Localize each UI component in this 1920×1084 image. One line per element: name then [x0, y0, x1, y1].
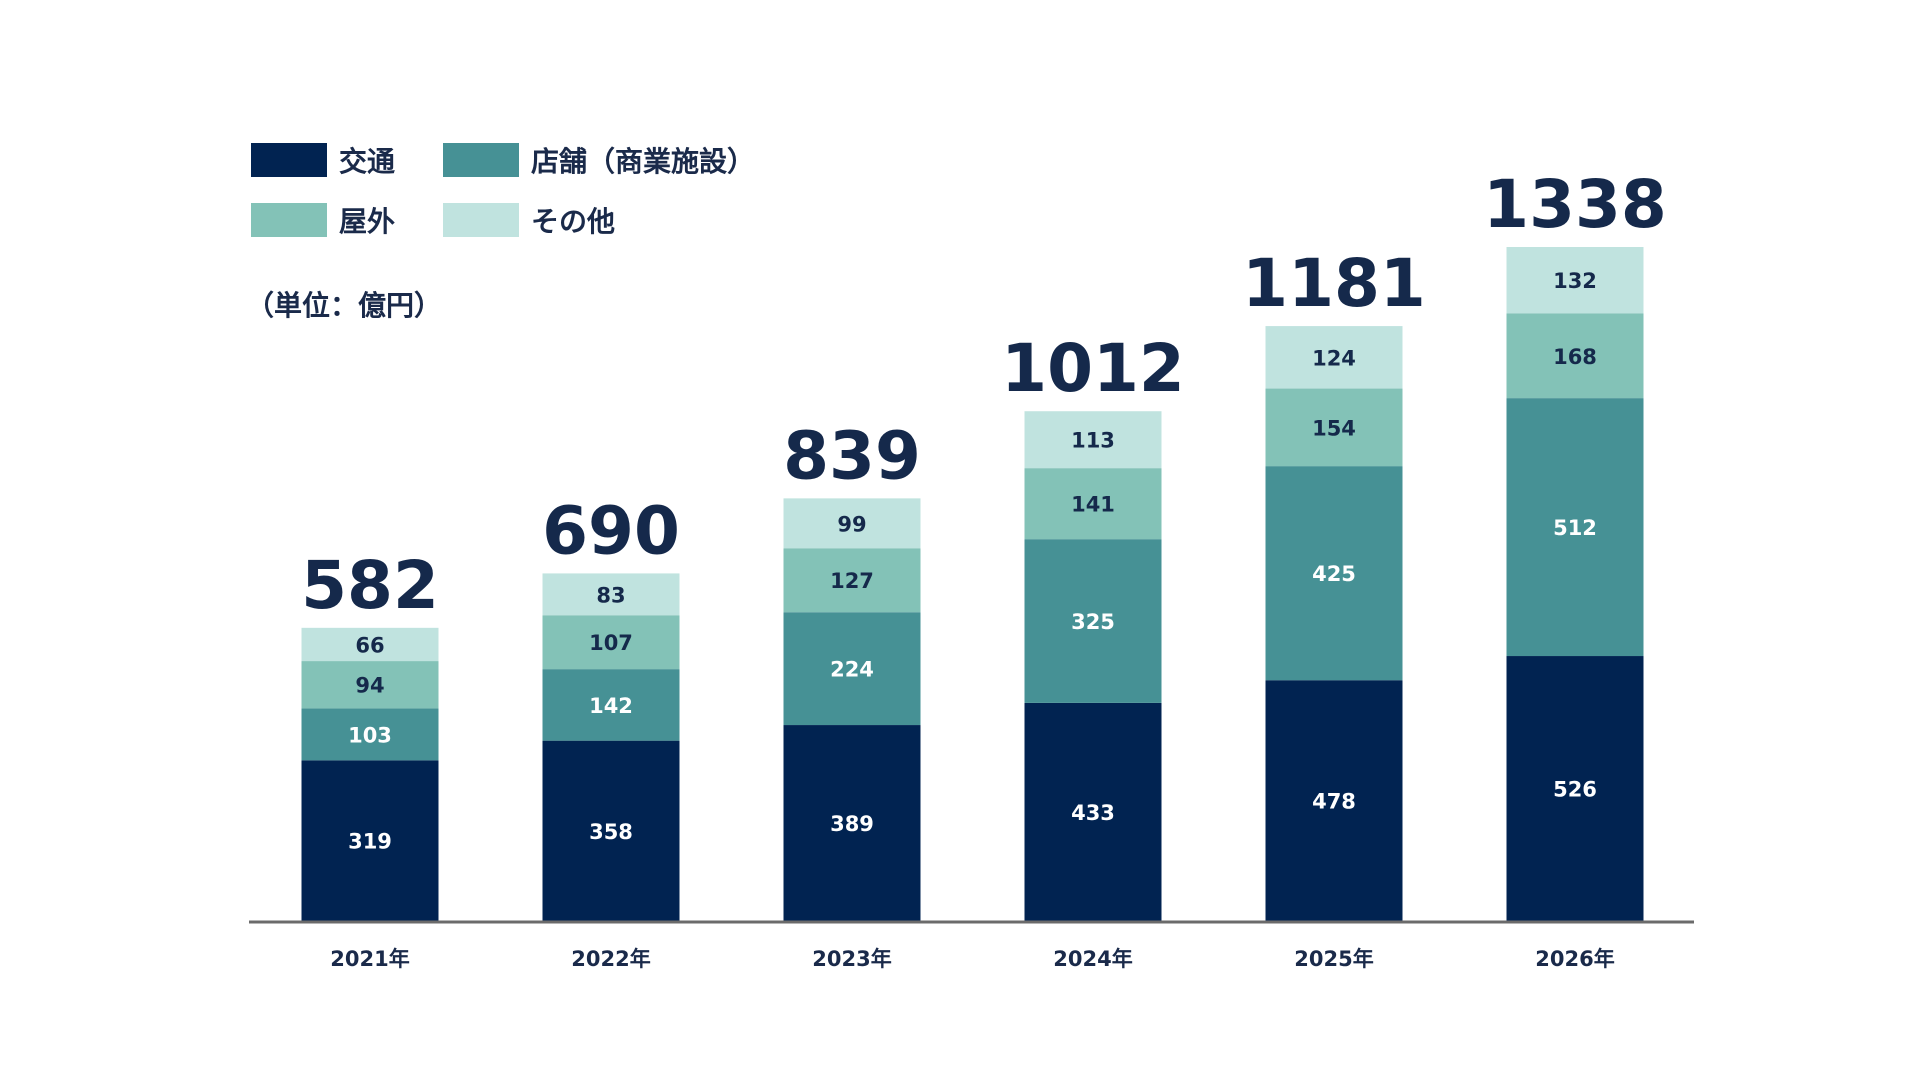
bar-segment: [1506, 313, 1644, 399]
data-label: 66: [355, 633, 384, 657]
bar-segment: [1506, 247, 1644, 314]
bar-segment: [1024, 411, 1162, 469]
legend-label: 店舗（商業施設）: [531, 145, 755, 178]
bar-segment: [783, 548, 921, 613]
bar-segment: [1024, 468, 1162, 540]
data-label: 389: [830, 812, 874, 836]
bar-segment: [1024, 702, 1162, 921]
total-label: 1338: [1483, 166, 1667, 243]
data-label: 107: [589, 631, 633, 655]
data-label: 83: [596, 583, 625, 607]
bar-segment: [542, 573, 680, 616]
bar-segment: [783, 725, 921, 921]
bar-segment: [301, 760, 439, 921]
data-label: 154: [1312, 416, 1356, 440]
total-label: 839: [783, 417, 921, 494]
legend-swatch: [443, 203, 519, 237]
bar-segment: [1024, 539, 1162, 703]
unit-label: （単位：億円）: [246, 289, 442, 322]
total-label: 690: [542, 492, 680, 569]
bar-segment: [1265, 326, 1403, 389]
bar-segment: [1506, 398, 1644, 657]
data-label: 141: [1071, 493, 1115, 517]
bar-segment: [301, 627, 439, 662]
data-label: 99: [837, 512, 866, 536]
legend-label: その他: [531, 205, 615, 238]
data-label: 478: [1312, 790, 1356, 814]
bar-segment: [783, 612, 921, 726]
legend-label: 屋外: [339, 205, 395, 238]
x-tick-label: 2024年: [1053, 947, 1132, 971]
x-tick-label: 2025年: [1294, 947, 1373, 971]
legend-swatch: [443, 143, 519, 177]
data-label: 127: [830, 569, 874, 593]
data-label: 168: [1553, 345, 1597, 369]
data-label: 224: [830, 658, 874, 682]
data-label: 433: [1071, 801, 1115, 825]
data-label: 512: [1553, 516, 1597, 540]
legend-swatch: [251, 203, 327, 237]
data-label: 103: [348, 723, 392, 747]
bar-segment: [542, 669, 680, 741]
legend-label: 交通: [339, 145, 395, 178]
bar-segment: [1265, 680, 1403, 921]
x-tick-label: 2023年: [812, 947, 891, 971]
data-label: 526: [1553, 778, 1597, 802]
data-label: 94: [355, 674, 384, 698]
data-label: 319: [348, 830, 392, 854]
data-label: 124: [1312, 346, 1356, 370]
total-label: 582: [301, 547, 439, 624]
x-tick-label: 2022年: [571, 947, 650, 971]
data-label: 113: [1071, 429, 1115, 453]
bar-segment: [1265, 388, 1403, 467]
bar-segment: [783, 498, 921, 549]
bar-segment: [1265, 466, 1403, 681]
data-label: 325: [1071, 610, 1115, 634]
data-label: 425: [1312, 562, 1356, 586]
legend-swatch: [251, 143, 327, 177]
bar-segment: [542, 740, 680, 921]
bar-segment: [301, 661, 439, 709]
data-label: 358: [589, 820, 633, 844]
bar-segment: [301, 708, 439, 761]
bar-segment: [1506, 656, 1644, 921]
bar-segment: [542, 615, 680, 670]
total-label: 1181: [1242, 245, 1426, 322]
data-label: 132: [1553, 269, 1597, 293]
x-tick-label: 2026年: [1535, 947, 1614, 971]
data-label: 142: [589, 694, 633, 718]
x-tick-label: 2021年: [330, 947, 409, 971]
total-label: 1012: [1001, 330, 1185, 407]
